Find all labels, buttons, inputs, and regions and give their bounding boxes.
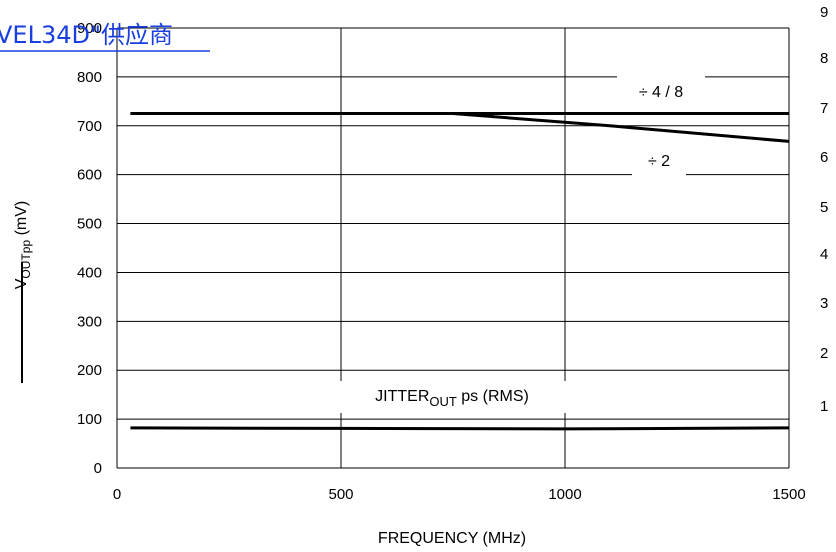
x-tick-label: 1500 <box>772 486 805 503</box>
annotation-jitter: JITTEROUT ps (RMS) <box>375 388 529 409</box>
y2-tick-label: 1 <box>820 398 828 415</box>
y-tick-label: 600 <box>77 167 102 184</box>
jitter-label-unit: ps (RMS) <box>457 388 529 405</box>
jitter-label-sub: OUT <box>429 394 457 409</box>
y-tick-label: 400 <box>77 264 102 281</box>
y2-tick-label: 6 <box>820 149 828 166</box>
y-tick-label: 800 <box>77 69 102 86</box>
series-line-3 <box>130 426 790 431</box>
label-gap <box>632 146 686 176</box>
y-tick-label: 100 <box>77 411 102 428</box>
y-tick-label: 500 <box>77 216 102 233</box>
annotation-div-4-8: ÷ 4 / 8 <box>639 84 683 101</box>
y-axis-label-sub: OUTpp <box>19 240 33 279</box>
x-tick-label: 500 <box>328 486 353 503</box>
y-axis-label-main: V <box>13 278 30 289</box>
y-tick-label: 200 <box>77 362 102 379</box>
y2-tick-label: 8 <box>820 50 828 67</box>
y2-tick-label: 2 <box>820 345 828 362</box>
series-line-2 <box>130 112 790 143</box>
x-axis-label: FREQUENCY (MHz) <box>378 530 526 547</box>
watermark-link[interactable]: VEL34D"供应商 <box>0 21 210 52</box>
x-tick-label: 1000 <box>548 486 581 503</box>
y-axis-label-unit: (mV) <box>13 201 30 240</box>
series-lines <box>130 112 790 431</box>
y-tick-label: 700 <box>77 118 102 135</box>
y2-tick-label: 9 <box>820 4 828 21</box>
x-tick-label: 0 <box>113 486 121 503</box>
label-gap <box>617 76 705 104</box>
y-tick-label: 300 <box>77 313 102 330</box>
y-tick-label: 0 <box>94 460 102 477</box>
annotation-div-2: ÷ 2 <box>648 153 670 170</box>
jitter-label-main: JITTER <box>375 388 429 405</box>
tick-labels: 0 100 200 300 400 500 600 700 800 900 0 500 1000 1500… <box>77 4 828 503</box>
y2-tick-label: 7 <box>820 100 828 117</box>
y2-tick-label: 5 <box>820 199 828 216</box>
y2-tick-label: 4 <box>820 246 828 263</box>
y-axis-label: VOUTpp (mV) <box>13 201 33 289</box>
label-gap <box>333 381 573 413</box>
grid <box>116 27 790 469</box>
y-tick-label: 900 <box>77 20 102 37</box>
watermark-text[interactable]: VEL34D"供应商 <box>0 21 173 49</box>
y2-tick-label: 3 <box>820 295 828 312</box>
